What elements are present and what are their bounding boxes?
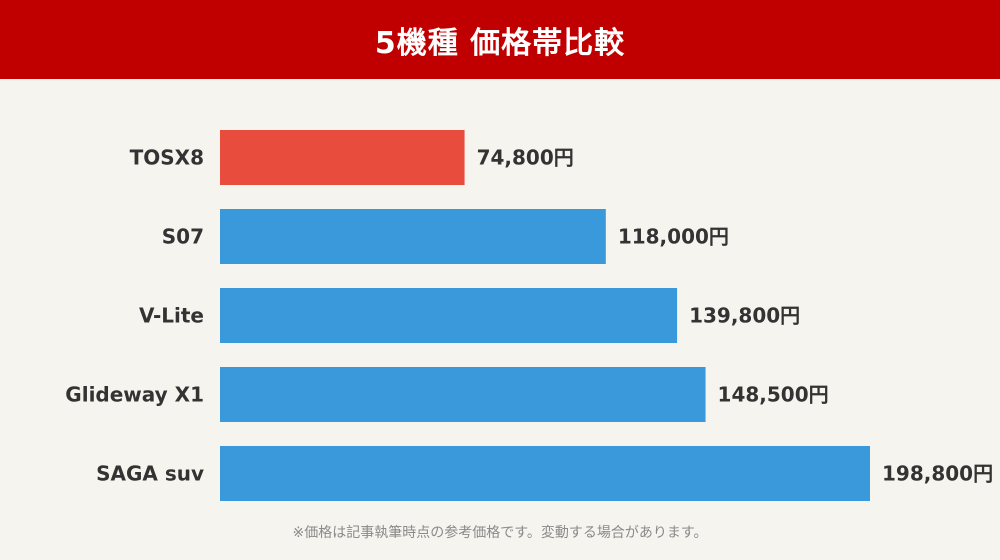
- category-label: SAGA suv: [96, 462, 204, 486]
- category-label: V-Lite: [139, 304, 204, 328]
- chart-title: 5機種 価格帯比較: [374, 25, 626, 61]
- value-label: 139,800円: [689, 304, 800, 328]
- price-bar: [220, 130, 465, 185]
- category-label: Glideway X1: [65, 383, 204, 407]
- category-label: S07: [162, 225, 204, 249]
- chart-header: 5機種 価格帯比較: [0, 0, 1000, 79]
- value-label: 74,800円: [477, 146, 574, 170]
- category-label: TOSX8: [130, 146, 204, 170]
- value-label: 148,500円: [718, 383, 829, 407]
- value-label: 118,000円: [618, 225, 729, 249]
- price-bar: [220, 209, 606, 264]
- bar-chart: TOSX8 74,800円 S07 118,000円 V-Lite 139,800円 Gli…: [65, 130, 993, 501]
- price-bar: [220, 288, 678, 343]
- price-bar: [220, 446, 870, 501]
- price-bar: [220, 367, 706, 422]
- value-label: 198,800円: [882, 462, 993, 486]
- price-footnote: ※価格は記事執筆時点の参考価格です。変動する場合があります。: [292, 525, 708, 541]
